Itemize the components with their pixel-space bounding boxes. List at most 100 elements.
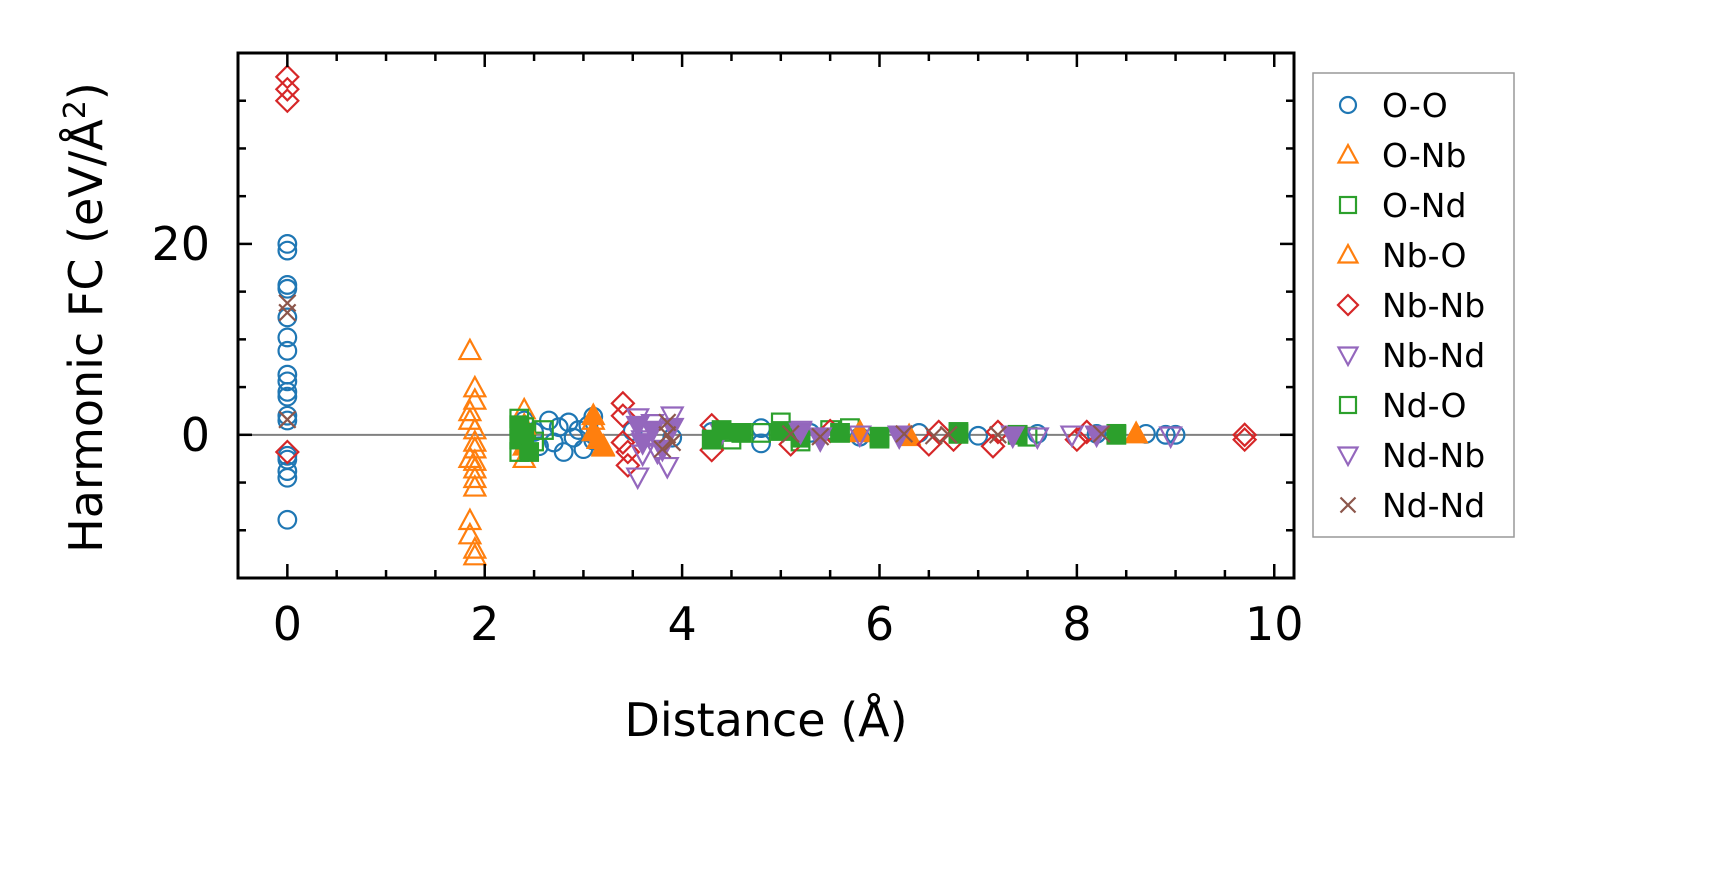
y-axis-title-close: ) [59,82,113,100]
legend-item: O-O [1338,86,1448,125]
x-tick-label: 0 [273,597,302,651]
data-point [1232,427,1258,453]
legend-label: Nd-Nd [1382,486,1485,525]
data-point [462,374,488,398]
data-point [457,521,483,545]
data-point [731,423,752,443]
legend-label: Nd-O [1382,386,1466,425]
data-point [847,425,873,449]
legend-marker [1336,446,1360,468]
data-point [811,427,830,446]
data-point [519,442,540,462]
legend-marker [1336,242,1360,264]
data-point [926,419,952,445]
data-point [751,433,771,454]
data-point [751,423,771,443]
x-tick-label: 8 [1062,597,1091,651]
data-point [830,423,850,443]
data-point [462,474,488,497]
legend-marker [1339,496,1357,514]
legend-label: Nb-O [1382,236,1466,275]
x-tick-label: 4 [667,597,696,651]
data-point [277,381,298,402]
data-point [615,439,641,465]
data-point [1123,420,1149,444]
legend-marker [1336,346,1360,368]
data-point [277,240,298,261]
data-point [1059,425,1085,449]
data-point [457,337,483,361]
legend-marker [1336,293,1360,317]
legend-label: O-Nb [1382,136,1466,175]
data-point [895,424,914,443]
data-point [1165,424,1186,445]
y-tick-label: 20 [151,217,210,271]
x-tick-labels: 0 2 4 6 8 10 [273,597,1304,651]
legend-item: Nd-Nd [1339,486,1485,525]
x-tick-label: 10 [1245,597,1304,651]
data-point [1025,427,1050,451]
data-point [457,507,483,531]
legend-frame [1312,72,1515,538]
data-point [274,76,300,102]
y-axis-title-base: Harmonic FC (eV/Å [59,119,113,553]
data-point [1232,422,1258,448]
data-point [653,440,672,459]
legend-label: Nd-Nb [1382,436,1485,475]
data-point [640,420,665,444]
data-point [658,425,677,444]
legend: O-O O-Nb O-Nd Nb-O Nb-Nb Nb-Nd Nd-O Nd-Nb Nd-Nd [1312,72,1515,538]
data-point [553,442,574,462]
legend-items: O-O O-Nb O-Nd Nb-O Nb-Nb Nb-Nd Nd-O Nd-Nb Nd-Nd [1336,86,1485,525]
x-axis-title: Distance (Å) [624,693,907,747]
data-point [939,425,958,444]
data-point [886,425,912,449]
data-point [869,426,890,447]
data-point [610,403,636,429]
data-point [711,420,732,440]
data-point [1158,426,1183,450]
legend-marker [1338,195,1358,215]
data-point [514,423,535,443]
data-point [988,425,1007,444]
data-point [277,386,298,407]
data-point [534,420,554,440]
data-points [274,64,1258,566]
data-point [274,64,300,90]
data-point [277,405,298,426]
data-point [781,424,800,443]
data-point [278,303,297,322]
data-point [770,421,791,441]
legend-marker [1336,142,1360,164]
data-point [462,387,488,410]
data-point [457,398,483,422]
data-point [659,406,685,430]
data-point [625,467,650,491]
data-point [630,433,655,456]
y-axis-title-superscript: 2 [58,100,93,119]
data-point [277,509,298,530]
data-point [462,465,488,489]
data-point [968,425,989,446]
data-point [1155,424,1176,445]
data-point [277,340,298,361]
legend-item: O-Nd [1338,186,1466,225]
data-point [277,371,298,392]
y-tick-labels: 0 20 [151,217,210,462]
data-point [1000,426,1026,450]
data-point [462,536,488,559]
y-axis-title: Harmonic FC (eV/Å2) [58,82,114,553]
legend-item: Nb-Nb [1336,286,1485,325]
legend-label: Nb-Nb [1382,286,1485,325]
legend-label: O-O [1382,86,1448,125]
data-point [1064,427,1090,453]
data-point [462,542,488,566]
data-point [615,452,641,478]
series-nd-nd [278,294,1111,459]
data-point [277,278,298,299]
data-point [610,390,636,416]
legend-item: Nd-Nb [1336,436,1485,475]
data-point [548,417,569,438]
data-point [274,439,300,465]
